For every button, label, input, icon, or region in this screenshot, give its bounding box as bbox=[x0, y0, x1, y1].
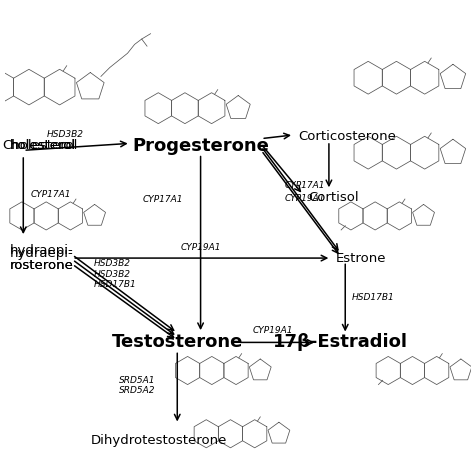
Text: hydraepi-: hydraepi- bbox=[9, 247, 73, 260]
Text: Progesterone: Progesterone bbox=[132, 137, 269, 155]
Text: HSD17B1: HSD17B1 bbox=[352, 293, 395, 302]
Text: holesterol: holesterol bbox=[9, 139, 75, 152]
Text: HSD3B2: HSD3B2 bbox=[47, 129, 84, 138]
Text: Cholesterol: Cholesterol bbox=[2, 139, 78, 152]
Text: HSD3B2: HSD3B2 bbox=[93, 259, 130, 268]
Text: CYP17A1: CYP17A1 bbox=[284, 181, 325, 190]
Text: holesterol: holesterol bbox=[9, 139, 75, 152]
Text: Cortisol: Cortisol bbox=[308, 191, 358, 204]
Text: SRD5A1
SRD5A2: SRD5A1 SRD5A2 bbox=[119, 376, 155, 395]
Text: CYP19A1: CYP19A1 bbox=[253, 327, 293, 336]
Text: rosterone: rosterone bbox=[9, 259, 73, 272]
Text: Estrone: Estrone bbox=[336, 252, 386, 264]
Text: CYP19A1: CYP19A1 bbox=[284, 194, 325, 203]
Text: Dihydrotestosterone: Dihydrotestosterone bbox=[91, 434, 227, 447]
Text: Testosterone: Testosterone bbox=[111, 333, 243, 351]
Text: HSD3B2: HSD3B2 bbox=[93, 270, 130, 279]
Text: HSD17B1: HSD17B1 bbox=[93, 280, 136, 289]
Text: Corticosterone: Corticosterone bbox=[299, 130, 396, 143]
Text: hydraepi-
rosterone: hydraepi- rosterone bbox=[9, 244, 73, 272]
Text: CYP19A1: CYP19A1 bbox=[180, 243, 221, 252]
Text: CYP17A1: CYP17A1 bbox=[142, 195, 183, 204]
Text: 17β-Estradiol: 17β-Estradiol bbox=[273, 333, 408, 351]
Text: CYP17A1: CYP17A1 bbox=[30, 191, 71, 200]
